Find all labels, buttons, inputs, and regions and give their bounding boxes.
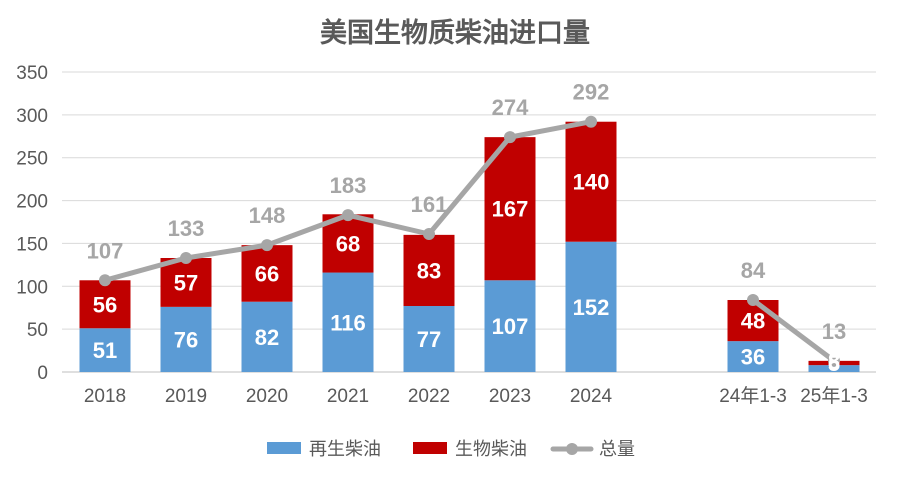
bar-segment-renewable-diesel: [565, 241, 617, 372]
biodiesel-value-label: 140: [573, 170, 610, 195]
bar-segment-renewable-diesel: [727, 341, 779, 372]
biodiesel-value-label: 56: [93, 292, 117, 317]
y-tick-label: 100: [16, 277, 48, 298]
y-tick-label: 150: [16, 234, 48, 255]
bar-segment-biodiesel: [565, 121, 617, 242]
total-point: [180, 252, 192, 264]
renewable-diesel-value-label: 82: [255, 325, 279, 350]
y-tick-label: 300: [16, 106, 48, 127]
legend-total: 总量: [550, 439, 635, 460]
bar-segment-renewable-diesel: [160, 306, 212, 372]
total-point: [504, 131, 516, 144]
x-tick-label: 2018: [84, 386, 126, 407]
renewable-diesel-value-label: 107: [492, 314, 529, 339]
biodiesel-value-label: 66: [255, 261, 279, 286]
bar-segment-renewable-diesel: [808, 365, 860, 372]
x-tick-label: 2024: [570, 386, 613, 407]
legend-marker: [566, 443, 578, 455]
line-layer: [99, 115, 840, 367]
biodiesel-value-label: 5: [828, 351, 840, 376]
chart-title: 美国生物质柴油进口量: [320, 17, 590, 49]
renewable-diesel-value-label: 77: [417, 327, 441, 352]
bar-segment-biodiesel: [403, 234, 455, 306]
renewable-diesel-value-label: 76: [174, 327, 198, 352]
labels-layer: 2018 2019 2020 2021 2022 2023 2024 24年1-3 25年1-3…: [84, 80, 868, 407]
renewable-diesel-value-label: 116: [330, 310, 366, 335]
bar-segment-biodiesel: [727, 300, 779, 342]
total-point: [99, 274, 111, 287]
total-point: [342, 209, 354, 222]
y-tick-label: 0: [37, 363, 48, 384]
total-point: [423, 228, 435, 240]
biodiesel-value-label: 167: [492, 197, 529, 222]
renewable-diesel-value-label: 36: [741, 345, 765, 370]
legend-renewable-diesel: 再生柴油: [267, 439, 381, 460]
renewable-diesel-value-label: 8: [828, 349, 840, 374]
legend-swatch: [413, 442, 447, 454]
x-tick-label: 25年1-3: [800, 385, 868, 407]
total-point: [261, 239, 273, 252]
total-value-label: 84: [741, 258, 766, 283]
legend-layer: 再生柴油 生物柴油 总量: [267, 439, 635, 460]
bar-segment-renewable-diesel: [484, 280, 536, 372]
bar-segment-biodiesel: [79, 280, 131, 329]
grid-layer: 0 50 100 150 200 250 300 350: [16, 63, 876, 384]
total-value-label: 274: [492, 95, 529, 120]
x-tick-label: 24年1-3: [719, 385, 787, 407]
y-tick-label: 350: [16, 63, 48, 84]
total-value-label: 148: [249, 203, 286, 228]
x-tick-label: 2023: [489, 386, 531, 407]
legend-label: 生物柴油: [455, 439, 527, 460]
total-value-label: 107: [87, 238, 124, 263]
bar-segment-renewable-diesel: [241, 301, 293, 372]
total-point: [828, 354, 840, 367]
biodiesel-value-label: 48: [741, 309, 765, 334]
x-tick-label: 2021: [327, 386, 369, 407]
total-point: [585, 115, 597, 128]
renewable-diesel-value-label: 51: [93, 338, 117, 363]
x-tick-label: 2020: [246, 386, 288, 407]
legend-biodiesel: 生物柴油: [413, 439, 527, 460]
bar-segment-renewable-diesel: [322, 272, 374, 372]
legend-label: 再生柴油: [309, 439, 381, 460]
total-value-label: 161: [411, 192, 448, 217]
bar-segment-renewable-diesel: [79, 328, 131, 372]
renewable-diesel-value-label: 152: [573, 295, 610, 320]
total-value-label: 292: [573, 80, 610, 105]
total-value-label: 13: [822, 319, 846, 344]
y-tick-label: 250: [16, 149, 48, 170]
y-tick-label: 200: [16, 192, 48, 213]
bars-layer: [79, 121, 860, 372]
bar-segment-renewable-diesel: [403, 306, 455, 372]
legend-swatch: [267, 442, 301, 454]
total-value-label: 183: [330, 173, 367, 198]
x-tick-label: 2022: [408, 386, 450, 407]
y-tick-label: 50: [27, 320, 48, 341]
biodiesel-value-label: 83: [417, 258, 441, 283]
bar-segment-biodiesel: [241, 245, 293, 302]
total-point: [747, 294, 759, 306]
legend-label: 总量: [599, 439, 635, 460]
total-line: [750, 297, 837, 364]
total-value-label: 133: [168, 216, 205, 241]
biodiesel-value-label: 57: [174, 270, 198, 295]
x-tick-label: 2019: [165, 386, 207, 407]
bar-segment-biodiesel: [160, 258, 212, 307]
biodiesel-value-label: 68: [336, 231, 360, 256]
